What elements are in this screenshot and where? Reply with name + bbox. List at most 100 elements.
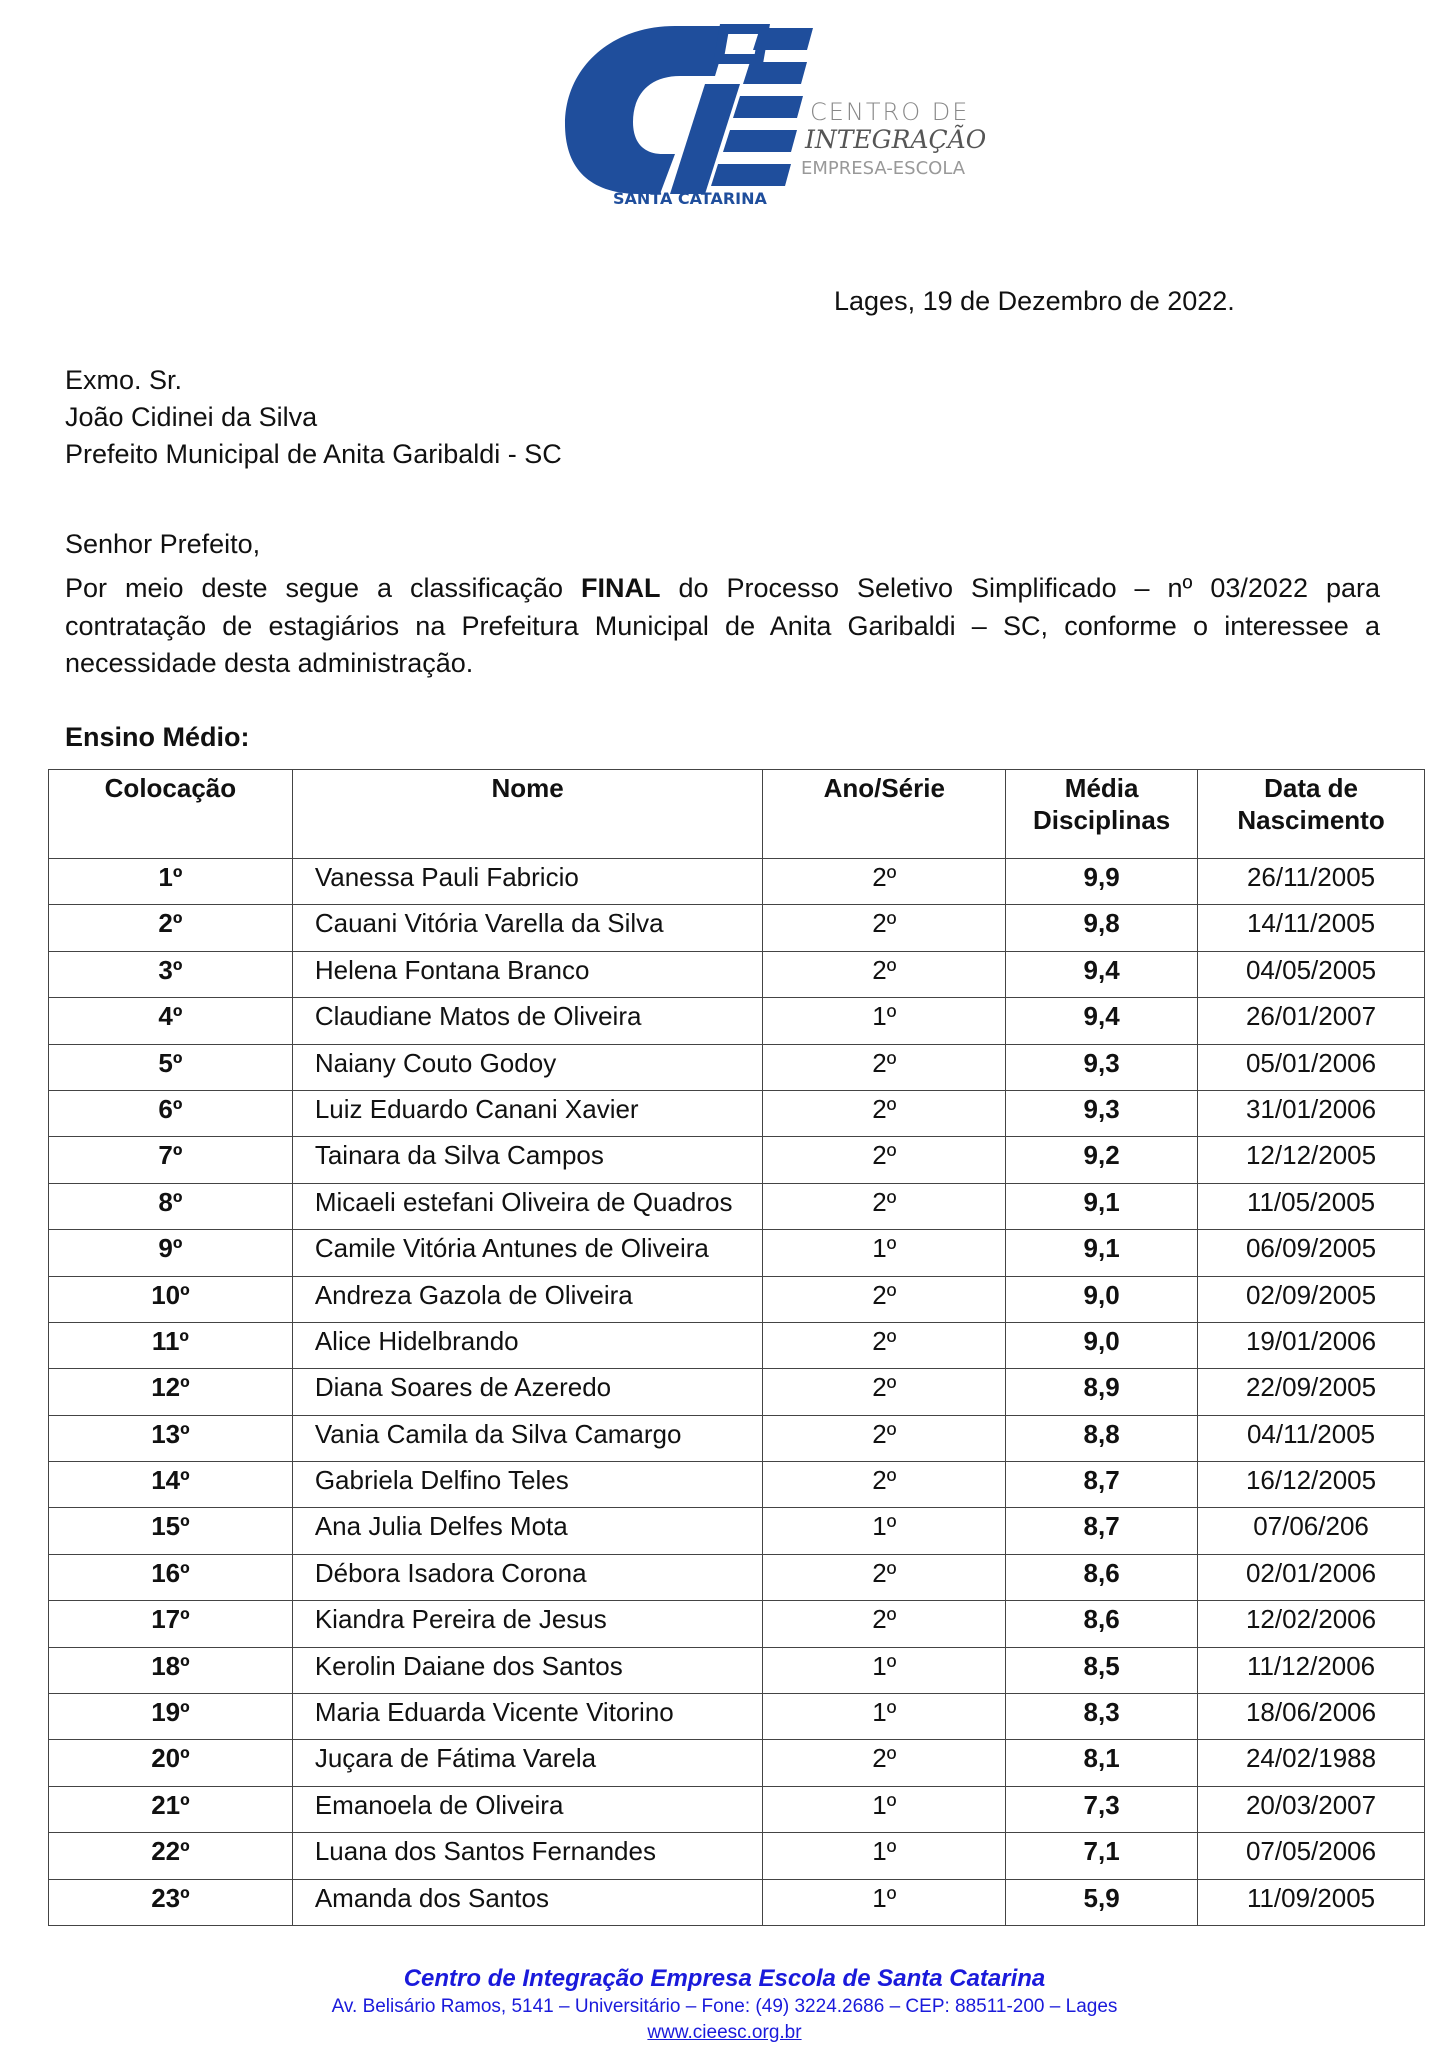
birthdate-cell: 02/01/2006 bbox=[1197, 1553, 1425, 1602]
svg-text:INTEGRAÇÃO: INTEGRAÇÃO bbox=[804, 125, 985, 154]
average-cell: 9,2 bbox=[1005, 1136, 1199, 1184]
rank-cell: 13º bbox=[48, 1414, 293, 1463]
table-row: 9º Camile Vitória Antunes de Oliveira 1º 9,… bbox=[48, 1229, 1425, 1277]
birthdate-cell: 06/09/2005 bbox=[1197, 1229, 1425, 1277]
rank-cell: 22º bbox=[48, 1832, 293, 1880]
rank-cell: 9º bbox=[48, 1229, 293, 1277]
table-row: 19º Maria Eduarda Vicente Vitorino 1º 8,3 18… bbox=[48, 1693, 1425, 1741]
birthdate-cell: 11/12/2006 bbox=[1197, 1646, 1425, 1695]
rank-cell: 7º bbox=[48, 1136, 293, 1184]
table-row: 14º Gabriela Delfino Teles 2º 8,7 16/12/2005 bbox=[48, 1461, 1425, 1509]
name-cell: Vania Camila da Silva Camargo bbox=[291, 1414, 764, 1463]
name-cell: Tainara da Silva Campos bbox=[291, 1136, 764, 1184]
footer-org: Centro de Integração Empresa Escola de S… bbox=[403, 1965, 1046, 1992]
average-cell: 9,8 bbox=[1005, 904, 1199, 952]
name-cell: Cauani Vitória Varella da Silva bbox=[291, 904, 764, 952]
average-cell: 5,9 bbox=[1005, 1878, 1199, 1926]
birthdate-cell: 20/03/2007 bbox=[1197, 1785, 1425, 1834]
footer-website-link[interactable]: www.cieesc.org.br bbox=[647, 2022, 802, 2043]
grade-cell: 2º bbox=[762, 1136, 1007, 1184]
grade-cell: 1º bbox=[762, 997, 1007, 1045]
table-row: 1º Vanessa Pauli Fabricio 2º 9,9 26/11/2005 bbox=[48, 857, 1425, 906]
table-row: 13º Vania Camila da Silva Camargo 2º 8,8 04/… bbox=[48, 1414, 1425, 1463]
ciee-logo: CENTRO DE INTEGRAÇÃO EMPRESA-ESCOLA SANT… bbox=[565, 24, 985, 208]
rank-cell: 10º bbox=[48, 1275, 293, 1323]
average-cell: 8,1 bbox=[1005, 1739, 1199, 1787]
grade-cell: 2º bbox=[762, 1321, 1007, 1370]
name-cell: Vanessa Pauli Fabricio bbox=[291, 857, 764, 906]
rank-cell: 11º bbox=[48, 1321, 293, 1370]
grade-cell: 2º bbox=[762, 857, 1007, 906]
average-cell: 8,5 bbox=[1005, 1646, 1199, 1695]
name-cell: Maria Eduarda Vicente Vitorino bbox=[291, 1693, 764, 1741]
grade-cell: 2º bbox=[762, 904, 1007, 952]
birthdate-cell: 04/05/2005 bbox=[1197, 950, 1425, 999]
name-cell: Kiandra Pereira de Jesus bbox=[291, 1600, 764, 1648]
birthdate-cell: 22/09/2005 bbox=[1197, 1368, 1425, 1416]
footer-address: Av. Belisário Ramos, 5141 – Universitári… bbox=[331, 1996, 1118, 2017]
average-cell: 7,1 bbox=[1005, 1832, 1199, 1880]
table-row: 22º Luana dos Santos Fernandes 1º 7,1 07/05/… bbox=[48, 1832, 1425, 1880]
birthdate-cell: 12/02/2006 bbox=[1197, 1600, 1425, 1648]
grade-cell: 1º bbox=[762, 1646, 1007, 1695]
section-title: Ensino Médio: bbox=[65, 722, 250, 752]
recipient-role: Prefeito Municipal de Anita Garibaldi - … bbox=[65, 439, 562, 469]
name-cell: Ana Julia Delfes Mota bbox=[291, 1507, 764, 1555]
birthdate-cell: 24/02/1988 bbox=[1197, 1739, 1425, 1787]
grade-cell: 1º bbox=[762, 1693, 1007, 1741]
body-text: Por meio deste segue a classificação bbox=[65, 573, 582, 603]
rank-cell: 1º bbox=[48, 857, 293, 906]
salutation: Senhor Prefeito, bbox=[65, 529, 261, 559]
birthdate-cell: 11/05/2005 bbox=[1197, 1182, 1425, 1231]
grade-cell: 2º bbox=[762, 1600, 1007, 1648]
name-cell: Claudiane Matos de Oliveira bbox=[291, 997, 764, 1045]
grade-cell: 2º bbox=[762, 950, 1007, 999]
column-header: Média Disciplinas bbox=[1005, 769, 1199, 859]
grade-cell: 2º bbox=[762, 1182, 1007, 1231]
rank-cell: 17º bbox=[48, 1600, 293, 1648]
table-row: 18º Kerolin Daiane dos Santos 1º 8,5 11/12/2… bbox=[48, 1646, 1425, 1695]
rank-cell: 6º bbox=[48, 1089, 293, 1138]
table-row: 17º Kiandra Pereira de Jesus 2º 8,6 12/02/20… bbox=[48, 1600, 1425, 1648]
table-row: 20º Juçara de Fátima Varela 2º 8,1 24/02/198… bbox=[48, 1739, 1425, 1787]
body-text: do Processo Seletivo Simplificado – nº 0… bbox=[65, 573, 1380, 678]
rank-cell: 4º bbox=[48, 997, 293, 1045]
average-cell: 8,9 bbox=[1005, 1368, 1199, 1416]
column-header: Ano/Série bbox=[762, 769, 1007, 859]
table-row: 3º Helena Fontana Branco 2º 9,4 04/05/2005 bbox=[48, 950, 1425, 999]
svg-text:SANTA CATARINA: SANTA CATARINA bbox=[613, 189, 768, 208]
table-row: 15º Ana Julia Delfes Mota 1º 8,7 07/06/206 bbox=[48, 1507, 1425, 1555]
average-cell: 9,9 bbox=[1005, 857, 1199, 906]
letter-date: Lages, 19 de Dezembro de 2022. bbox=[834, 286, 1235, 316]
grade-cell: 1º bbox=[762, 1785, 1007, 1834]
name-cell: Gabriela Delfino Teles bbox=[291, 1461, 764, 1509]
average-cell: 7,3 bbox=[1005, 1785, 1199, 1834]
name-cell: Luana dos Santos Fernandes bbox=[291, 1832, 764, 1880]
average-cell: 9,3 bbox=[1005, 1043, 1199, 1091]
birthdate-cell: 12/12/2005 bbox=[1197, 1136, 1425, 1184]
recipient-name: João Cidinei da Silva bbox=[65, 402, 318, 432]
table-row: 6º Luiz Eduardo Canani Xavier 2º 9,3 31/01/2… bbox=[48, 1089, 1425, 1138]
table-row: 11º Alice Hidelbrando 2º 9,0 19/01/2006 bbox=[48, 1321, 1425, 1370]
birthdate-cell: 02/09/2005 bbox=[1197, 1275, 1425, 1323]
birthdate-cell: 07/05/2006 bbox=[1197, 1832, 1425, 1880]
average-cell: 9,0 bbox=[1005, 1321, 1199, 1370]
svg-text:CENTRO DE: CENTRO DE bbox=[810, 98, 969, 126]
name-cell: Camile Vitória Antunes de Oliveira bbox=[291, 1229, 764, 1277]
average-cell: 8,7 bbox=[1005, 1461, 1199, 1509]
table-row: 5º Naiany Couto Godoy 2º 9,3 05/01/2006 bbox=[48, 1043, 1425, 1091]
name-cell: Juçara de Fátima Varela bbox=[291, 1739, 764, 1787]
name-cell: Micaeli estefani Oliveira de Quadros bbox=[291, 1182, 764, 1231]
table-row: 21º Emanoela de Oliveira 1º 7,3 20/03/2007 bbox=[48, 1785, 1425, 1834]
table-row: 7º Tainara da Silva Campos 2º 9,2 12/12/2005 bbox=[48, 1136, 1425, 1184]
table-row: 16º Débora Isadora Corona 2º 8,6 02/01/2006 bbox=[48, 1553, 1425, 1602]
grade-cell: 1º bbox=[762, 1832, 1007, 1880]
name-cell: Alice Hidelbrando bbox=[291, 1321, 764, 1370]
recipient-title: Exmo. Sr. bbox=[65, 365, 183, 395]
rank-cell: 8º bbox=[48, 1182, 293, 1231]
table-row: 2º Cauani Vitória Varella da Silva 2º 9,8 14… bbox=[48, 904, 1425, 952]
rank-cell: 15º bbox=[48, 1507, 293, 1555]
average-cell: 9,4 bbox=[1005, 997, 1199, 1045]
grade-cell: 1º bbox=[762, 1507, 1007, 1555]
grade-cell: 2º bbox=[762, 1414, 1007, 1463]
